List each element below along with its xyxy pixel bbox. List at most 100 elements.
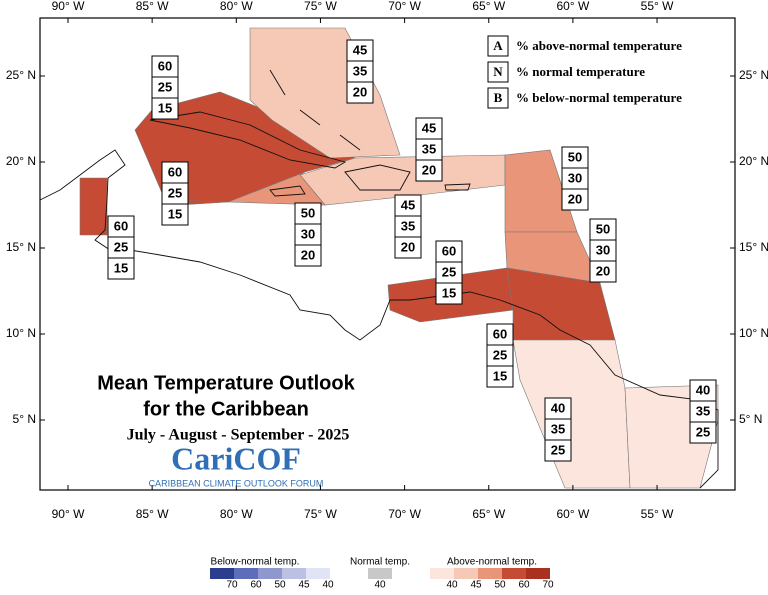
- lat-label: 20° N: [6, 154, 36, 168]
- probability: 25: [114, 239, 128, 254]
- probability: 30: [301, 226, 315, 241]
- probability: 60: [493, 326, 507, 341]
- key-letter: A: [493, 38, 503, 53]
- box-cell: [346, 81, 374, 104]
- scale-swatch: [210, 568, 234, 579]
- lon-label: 65° W: [472, 0, 505, 13]
- scale-tick: 60: [250, 580, 262, 590]
- logo-tagline: CARIBBEAN CLIMATE OUTLOOK FORUM: [149, 478, 324, 488]
- key-letter: N: [493, 64, 503, 79]
- box-cell: [544, 439, 572, 462]
- probability: 60: [168, 164, 182, 179]
- probability: 20: [596, 263, 610, 278]
- lon-label: 85° W: [136, 507, 169, 521]
- scale-tick: 45: [470, 580, 482, 590]
- probability: 25: [442, 264, 456, 279]
- probability: 20: [301, 247, 315, 262]
- lon-label: 65° W: [472, 507, 505, 521]
- scale-tick: 70: [226, 580, 238, 590]
- probability: 20: [568, 191, 582, 206]
- box-cell: [561, 188, 589, 211]
- scale-swatch: [282, 568, 306, 579]
- box-cell: [486, 365, 514, 388]
- probability: 35: [696, 403, 710, 418]
- cuba: [149, 111, 347, 169]
- lat-label: 25° N: [6, 68, 36, 82]
- scale-swatch: [306, 568, 330, 579]
- probability: 60: [114, 218, 128, 233]
- probability: 45: [353, 42, 367, 57]
- lon-label: 70° W: [388, 507, 421, 521]
- scale-tick: 50: [274, 580, 286, 590]
- bahamas: [269, 69, 361, 151]
- key-background: [482, 28, 726, 116]
- key-letter-box: [487, 61, 509, 83]
- key-letter-box: [487, 87, 509, 109]
- puerto-rico: [444, 183, 471, 191]
- probability: 15: [493, 368, 507, 383]
- probability: 15: [158, 100, 172, 115]
- period: July - August - September - 2025: [127, 427, 350, 444]
- probability: 35: [422, 141, 436, 156]
- probability-boxes: 60 25 15 45 35 20 45 35 20 50 30 20 60 25 15 50 30 20 45 35…: [107, 39, 717, 462]
- probability: 50: [596, 221, 610, 236]
- probability: 15: [114, 260, 128, 275]
- scale-swatch: [454, 568, 478, 579]
- scale-label: Above-normal temp.: [447, 557, 537, 568]
- lat-label: 15° N: [6, 240, 36, 254]
- scale-swatch: [258, 568, 282, 579]
- lon-label: 85° W: [136, 0, 169, 13]
- probability: 25: [696, 424, 710, 439]
- lon-label: 75° W: [304, 507, 337, 521]
- lat-label: 5° N: [13, 412, 36, 426]
- probability: 35: [551, 421, 565, 436]
- probability: 45: [401, 197, 415, 212]
- scale-tick: 40: [374, 580, 386, 590]
- scale-swatch: [478, 568, 502, 579]
- probability: 20: [353, 84, 367, 99]
- box-cell: [689, 421, 717, 444]
- probability: 60: [158, 58, 172, 73]
- zone: [227, 171, 326, 206]
- box-cell: [107, 257, 135, 280]
- lon-label: 90° W: [52, 507, 85, 521]
- lon-label: 80° W: [220, 0, 253, 13]
- key-text: % below-normal temperature: [516, 90, 682, 105]
- hispaniola: [344, 164, 411, 191]
- lon-label: 60° W: [556, 507, 589, 521]
- probability: 25: [551, 442, 565, 457]
- scale-tick: 45: [298, 580, 310, 590]
- key-letter-box: [487, 35, 509, 57]
- probability: 15: [168, 206, 182, 221]
- probability: 50: [301, 205, 315, 220]
- lon-label: 55° W: [641, 507, 674, 521]
- lon-label: 90° W: [52, 0, 85, 13]
- lat-label: 25° N: [739, 68, 768, 82]
- probability: 15: [442, 285, 456, 300]
- lat-label: 20° N: [739, 154, 768, 168]
- scale-tick: 50: [494, 580, 506, 590]
- probability: 45: [422, 120, 436, 135]
- zone: [249, 27, 401, 159]
- probability: 20: [401, 239, 415, 254]
- probability: 35: [353, 63, 367, 78]
- box-cell: [161, 203, 189, 226]
- probability: 30: [596, 242, 610, 257]
- coastlines: [39, 69, 719, 489]
- scale-label: Below-normal temp.: [211, 557, 300, 568]
- lon-label: 60° W: [556, 0, 589, 13]
- lat-label: 10° N: [739, 326, 768, 340]
- key-text: % normal temperature: [516, 64, 645, 79]
- key-text: % above-normal temperature: [516, 38, 682, 53]
- logo-name: CariCOF: [171, 440, 301, 476]
- scale-tick: 40: [322, 580, 334, 590]
- probability: 50: [568, 149, 582, 164]
- box-cell: [151, 97, 179, 120]
- scale-tick: 60: [518, 580, 530, 590]
- mainland-coast: [39, 149, 719, 489]
- probability: 40: [551, 400, 565, 415]
- map-frame: [39, 17, 736, 491]
- zone: [134, 91, 356, 203]
- box-cell: [394, 236, 422, 259]
